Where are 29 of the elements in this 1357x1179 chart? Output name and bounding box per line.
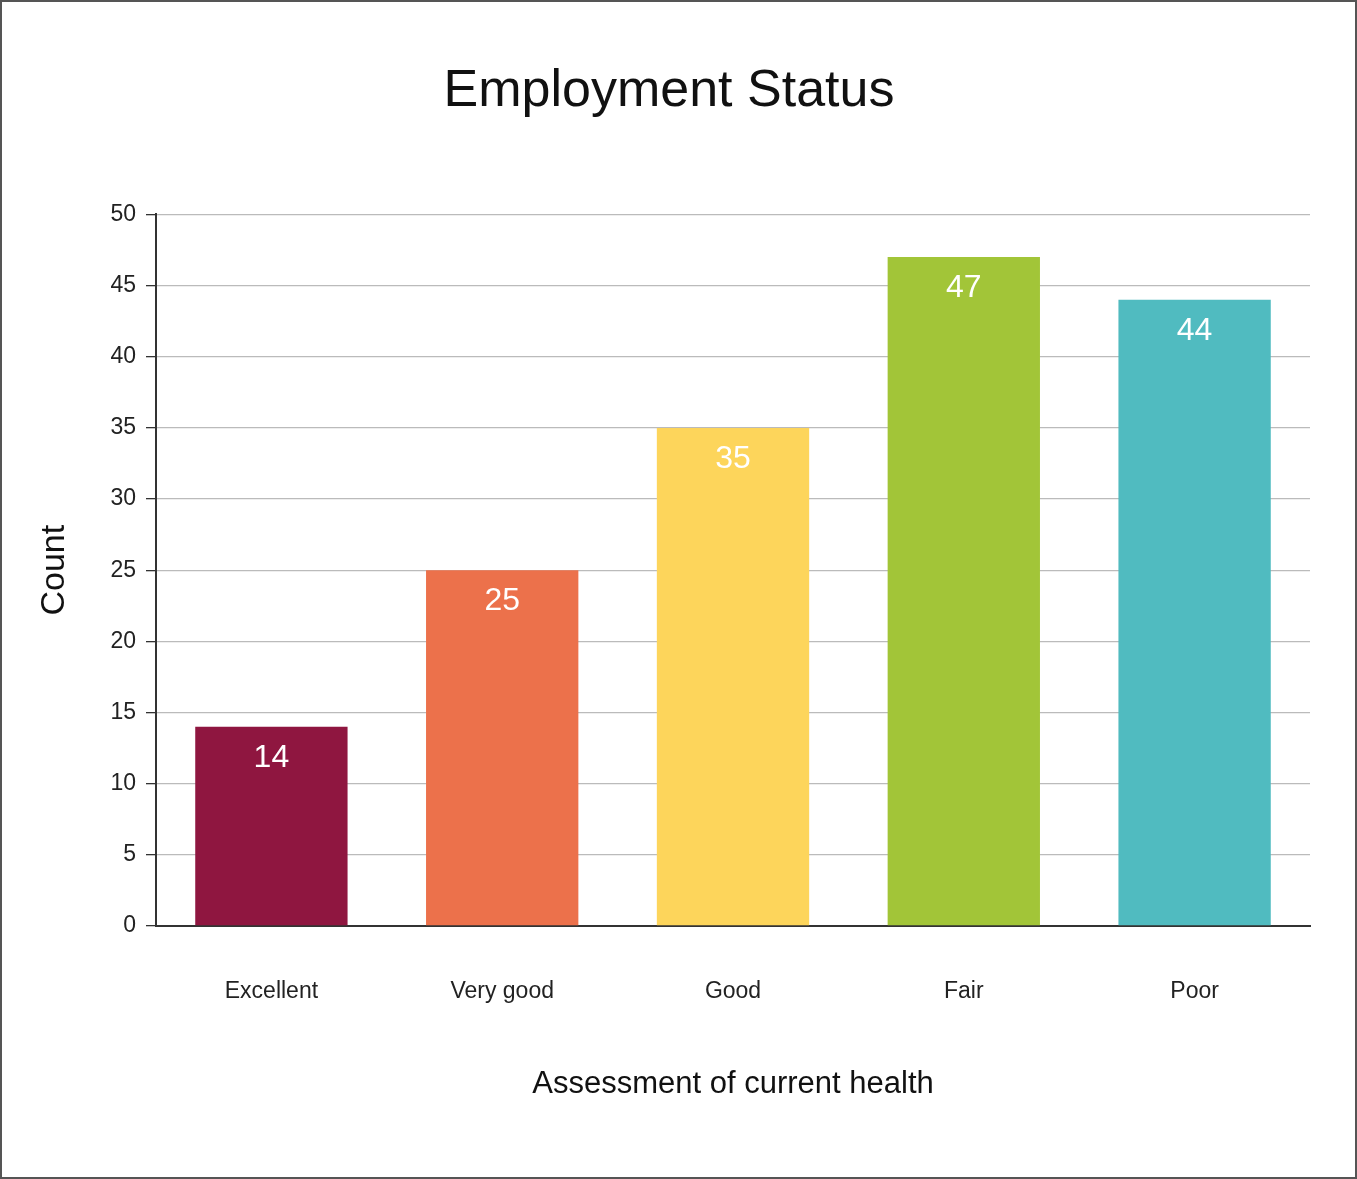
y-tick-label: 5 xyxy=(123,840,136,867)
x-tick-label: Excellent xyxy=(224,977,319,1004)
y-tick-label: 30 xyxy=(110,484,136,511)
bar xyxy=(195,726,348,926)
y-tick-label: 40 xyxy=(110,342,136,369)
data-label: 25 xyxy=(484,581,520,618)
data-label: 47 xyxy=(946,267,982,304)
y-tick-label: 20 xyxy=(110,626,136,653)
y-tick-label: 50 xyxy=(110,199,136,226)
x-tick-label: Fair xyxy=(943,977,984,1004)
y-tick-label: 25 xyxy=(110,555,136,582)
y-tick-label: 15 xyxy=(110,697,136,724)
x-tick-label: Very good xyxy=(450,977,554,1004)
y-tick-label: 45 xyxy=(110,270,136,297)
bar xyxy=(426,570,579,926)
bar xyxy=(1118,299,1271,926)
y-tick-label: 10 xyxy=(110,769,136,796)
data-label: 44 xyxy=(1176,310,1213,347)
data-label: 35 xyxy=(715,438,751,475)
y-tick-label: 0 xyxy=(123,911,136,938)
y-axis-title: Count xyxy=(32,524,71,616)
x-axis-title: Assessment of current health xyxy=(532,1064,934,1100)
chart-title: Employment Status xyxy=(443,58,895,117)
bar xyxy=(887,257,1040,926)
bar xyxy=(656,427,810,926)
x-tick-label: Good xyxy=(704,977,762,1004)
data-label: 14 xyxy=(253,737,290,774)
x-tick-label: Poor xyxy=(1170,977,1220,1004)
y-tick-label: 35 xyxy=(110,413,136,440)
